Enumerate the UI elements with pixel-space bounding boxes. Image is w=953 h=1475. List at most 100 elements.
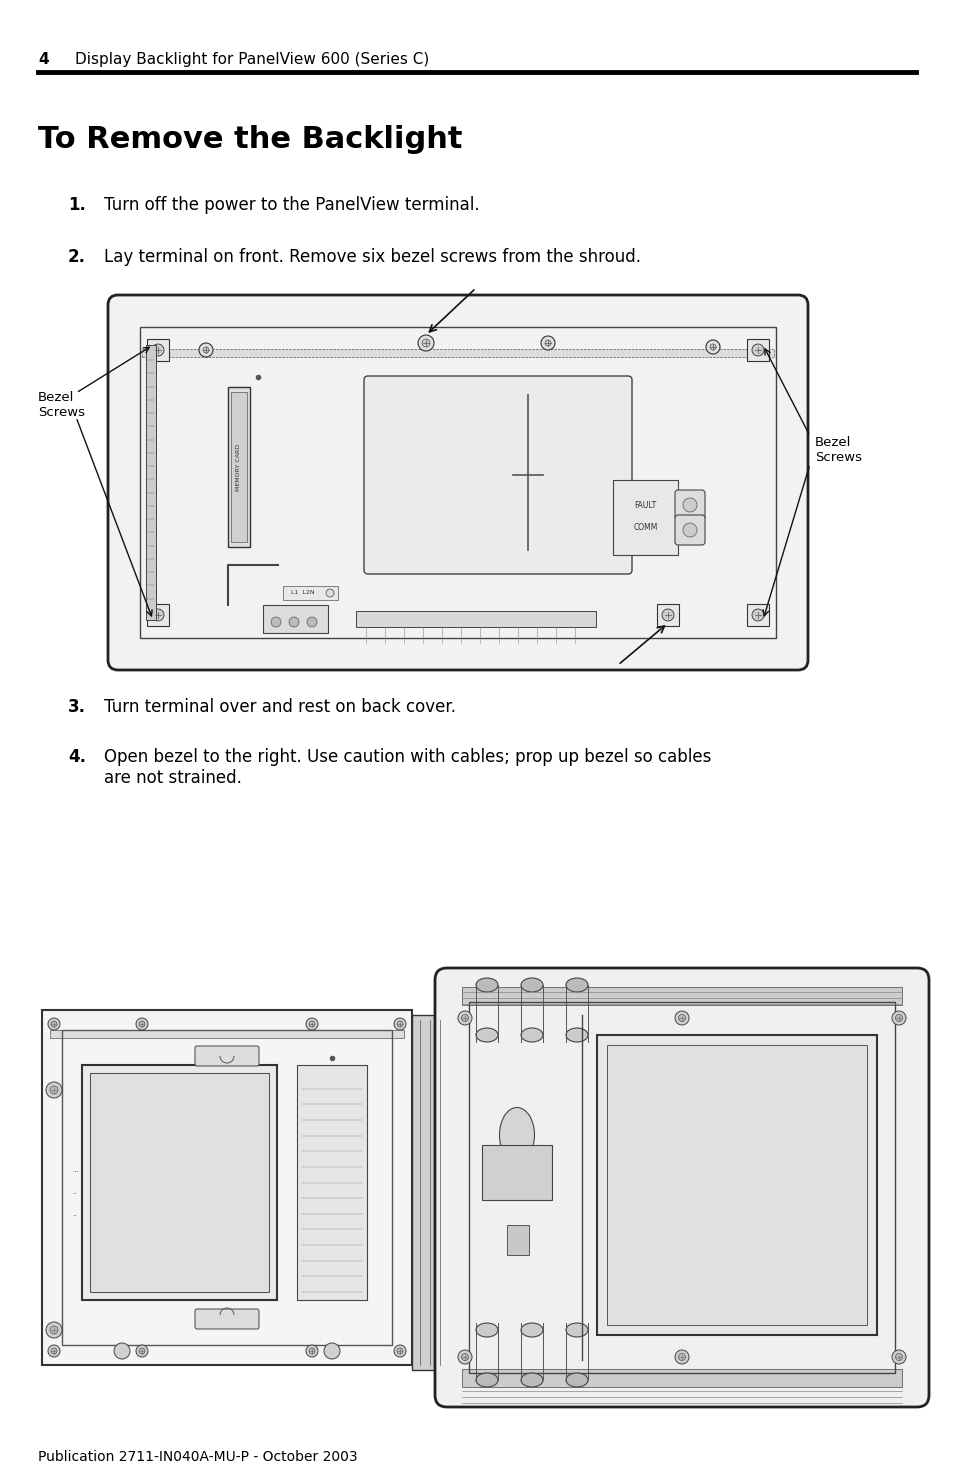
Ellipse shape: [476, 1373, 497, 1386]
Circle shape: [895, 1354, 902, 1360]
Circle shape: [139, 1348, 145, 1354]
Bar: [461, 1369, 901, 1386]
Circle shape: [46, 1322, 62, 1338]
FancyBboxPatch shape: [435, 968, 928, 1407]
Ellipse shape: [499, 1108, 534, 1162]
FancyBboxPatch shape: [147, 339, 169, 361]
Bar: [146, 345, 156, 620]
Bar: [228, 386, 250, 547]
Text: To Remove the Backlight: To Remove the Backlight: [38, 125, 462, 153]
Ellipse shape: [520, 1028, 542, 1041]
Circle shape: [461, 1354, 468, 1360]
Text: MEMORY CARD: MEMORY CARD: [236, 444, 241, 491]
Ellipse shape: [565, 978, 587, 993]
Text: Open bezel to the right. Use caution with cables; prop up bezel so cables
are no: Open bezel to the right. Use caution wit…: [104, 748, 711, 786]
Circle shape: [46, 1083, 62, 1097]
Circle shape: [203, 347, 209, 353]
Bar: [62, 1030, 392, 1345]
Circle shape: [309, 1021, 314, 1027]
Circle shape: [113, 1344, 130, 1358]
Ellipse shape: [565, 1373, 587, 1386]
Circle shape: [48, 1345, 60, 1357]
Circle shape: [751, 609, 763, 621]
Text: Display Backlight for PanelView 600 (Series C): Display Backlight for PanelView 600 (Ser…: [75, 52, 429, 66]
Bar: [50, 1030, 403, 1038]
Text: ...: ...: [71, 1167, 79, 1173]
Circle shape: [394, 1345, 406, 1357]
Circle shape: [199, 344, 213, 357]
Bar: [283, 586, 337, 600]
Text: Publication 2711-IN040A-MU-P - October 2003: Publication 2711-IN040A-MU-P - October 2…: [38, 1450, 357, 1465]
Bar: [506, 1226, 529, 1255]
Circle shape: [457, 1010, 472, 1025]
Bar: [231, 392, 247, 541]
Text: Turn off the power to the PanelView terminal.: Turn off the power to the PanelView term…: [104, 196, 479, 214]
FancyBboxPatch shape: [675, 515, 704, 544]
Bar: [42, 1010, 412, 1364]
FancyBboxPatch shape: [657, 603, 679, 625]
Circle shape: [678, 1354, 685, 1360]
Text: 4.: 4.: [68, 748, 86, 766]
Text: FAULT: FAULT: [634, 500, 656, 509]
FancyBboxPatch shape: [147, 603, 169, 625]
Ellipse shape: [476, 978, 497, 993]
Text: 2.: 2.: [68, 248, 86, 266]
Bar: [90, 1072, 269, 1292]
Circle shape: [306, 1345, 317, 1357]
Circle shape: [675, 1350, 688, 1364]
Circle shape: [457, 1350, 472, 1364]
Circle shape: [139, 1021, 145, 1027]
Circle shape: [396, 1348, 402, 1354]
Circle shape: [678, 1015, 685, 1022]
Bar: [597, 1035, 876, 1335]
Circle shape: [891, 1010, 905, 1025]
Circle shape: [661, 609, 673, 621]
Circle shape: [309, 1348, 314, 1354]
Circle shape: [421, 339, 430, 347]
Text: Turn terminal over and rest on back cover.: Turn terminal over and rest on back cove…: [104, 698, 456, 715]
Bar: [140, 327, 775, 639]
Ellipse shape: [476, 1323, 497, 1336]
Circle shape: [152, 609, 164, 621]
Circle shape: [306, 1018, 317, 1030]
Bar: [606, 1044, 866, 1325]
Bar: [469, 1002, 894, 1373]
Circle shape: [51, 1348, 57, 1354]
Text: ..: ..: [71, 1211, 76, 1217]
Ellipse shape: [520, 1323, 542, 1336]
Text: COMM: COMM: [633, 524, 657, 532]
Ellipse shape: [565, 1028, 587, 1041]
Ellipse shape: [520, 1373, 542, 1386]
Bar: [481, 1145, 552, 1201]
Circle shape: [48, 1018, 60, 1030]
Bar: [296, 1065, 367, 1299]
Circle shape: [751, 344, 763, 355]
FancyBboxPatch shape: [746, 339, 768, 361]
Circle shape: [289, 617, 298, 627]
Circle shape: [271, 617, 281, 627]
Circle shape: [709, 344, 716, 350]
Circle shape: [394, 1018, 406, 1030]
Bar: [82, 1065, 276, 1299]
Circle shape: [136, 1018, 148, 1030]
Text: 1.: 1.: [68, 196, 86, 214]
Ellipse shape: [520, 978, 542, 993]
Bar: [461, 987, 901, 1004]
Circle shape: [396, 1021, 402, 1027]
Text: 3.: 3.: [68, 698, 86, 715]
Circle shape: [50, 1086, 58, 1094]
Circle shape: [307, 617, 316, 627]
Circle shape: [324, 1344, 339, 1358]
Circle shape: [675, 1010, 688, 1025]
Circle shape: [540, 336, 555, 350]
Circle shape: [461, 1015, 468, 1022]
Circle shape: [682, 499, 697, 512]
FancyBboxPatch shape: [675, 490, 704, 521]
Text: ..: ..: [71, 1189, 76, 1195]
Bar: [355, 611, 596, 627]
Circle shape: [51, 1021, 57, 1027]
Circle shape: [136, 1345, 148, 1357]
Circle shape: [417, 335, 434, 351]
Text: L1  L2N: L1 L2N: [291, 590, 314, 596]
Ellipse shape: [476, 1028, 497, 1041]
